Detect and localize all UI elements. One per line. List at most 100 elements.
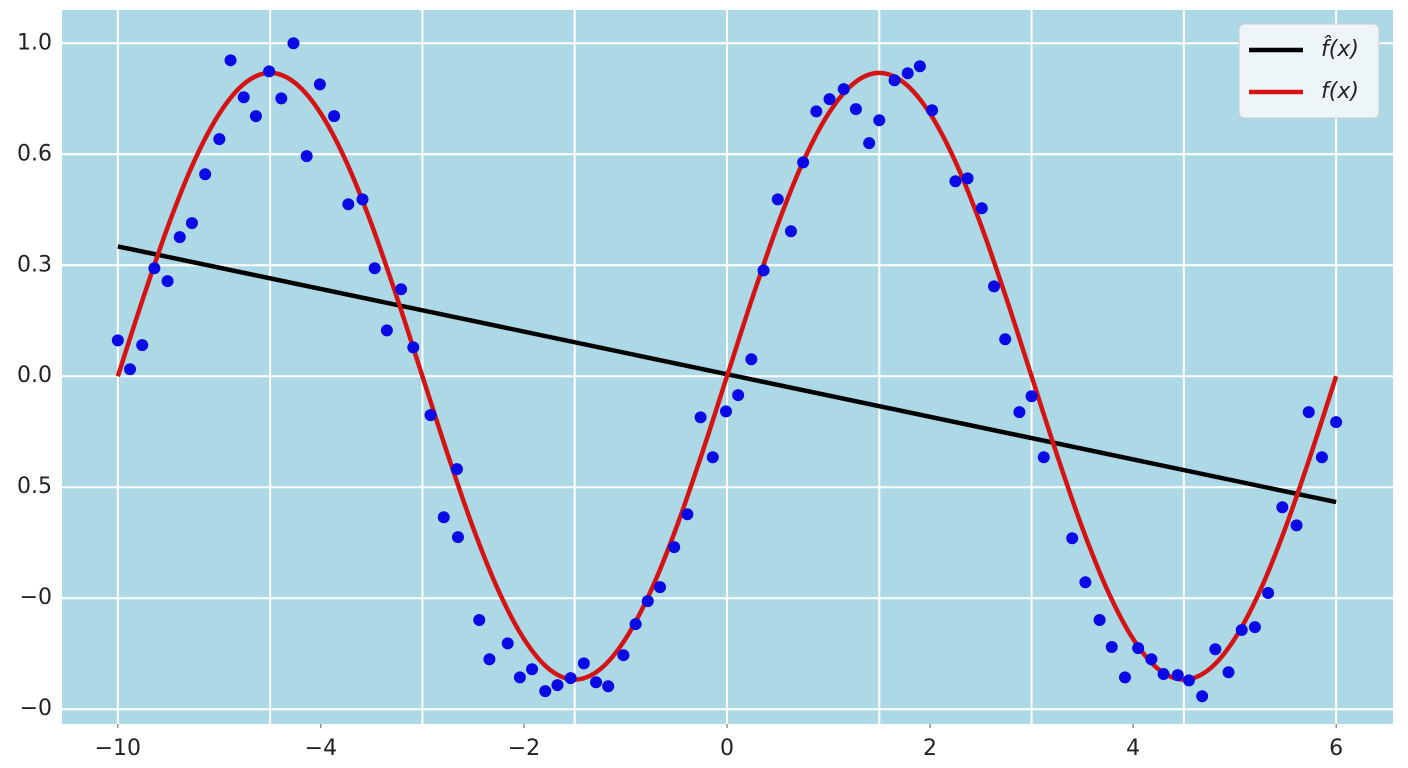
scatter-point xyxy=(275,92,288,105)
scatter-point xyxy=(823,93,836,106)
scatter-point xyxy=(451,531,464,544)
scatter-point xyxy=(1066,532,1079,545)
scatter-point xyxy=(1171,669,1184,682)
scatter-point xyxy=(213,133,226,146)
scatter-point xyxy=(949,175,962,188)
scatter-point xyxy=(551,679,564,692)
scatter-point xyxy=(1157,668,1170,681)
x-tick-label: 2 xyxy=(923,736,937,761)
scatter-point xyxy=(473,614,486,627)
scatter-point xyxy=(263,65,276,78)
scatter-point xyxy=(590,676,603,689)
scatter-point xyxy=(961,172,974,185)
scatter-point xyxy=(249,110,262,123)
scatter-point xyxy=(111,334,124,347)
scatter-point xyxy=(1235,624,1248,637)
scatter-point xyxy=(1248,621,1261,634)
scatter-point xyxy=(407,341,420,354)
scatter-point xyxy=(797,156,810,169)
scatter-point xyxy=(719,405,732,418)
scatter-point xyxy=(124,363,137,376)
legend: f̂(x) f(x) xyxy=(1238,23,1380,119)
scatter-point xyxy=(706,451,719,464)
scatter-point xyxy=(732,389,745,402)
scatter-point xyxy=(810,105,823,118)
scatter-point xyxy=(653,581,666,594)
scatter-point xyxy=(173,231,186,244)
scatter-point xyxy=(513,671,526,684)
scatter-point xyxy=(1182,674,1195,687)
scatter-point xyxy=(617,649,630,662)
scatter-point xyxy=(1105,641,1118,654)
scatter-point xyxy=(901,67,914,80)
scatter-point xyxy=(380,324,393,337)
scatter-point xyxy=(1132,642,1145,655)
scatter-point xyxy=(237,91,250,104)
scatter-point xyxy=(1093,614,1106,627)
x-tick-label: 4 xyxy=(1126,736,1140,761)
scatter-point xyxy=(1209,643,1222,656)
scatter-point xyxy=(483,653,496,666)
scatter-point xyxy=(1315,451,1328,464)
y-tick-label: 0.5 xyxy=(17,474,52,499)
scatter-point xyxy=(161,275,174,288)
scatter-point xyxy=(1276,501,1289,514)
scatter-point xyxy=(300,150,313,163)
scatter-point xyxy=(1222,666,1235,679)
scatter-point xyxy=(1037,451,1050,464)
scatter-point xyxy=(136,339,149,352)
x-tick-label: −2 xyxy=(508,736,540,761)
legend-label: f̂(x) xyxy=(1321,36,1359,62)
x-tick-label: 0 xyxy=(720,736,734,761)
scatter-point xyxy=(913,60,926,73)
scatter-point xyxy=(437,511,450,524)
scatter-point xyxy=(602,680,615,693)
scatter-point xyxy=(681,508,694,521)
scatter-point xyxy=(849,103,862,116)
scatter-point xyxy=(745,353,758,366)
scatter-point xyxy=(1262,587,1275,600)
scatter-point xyxy=(694,411,707,424)
legend-label: f(x) xyxy=(1321,79,1359,104)
x-tick-label: −10 xyxy=(95,736,141,761)
scatter-point xyxy=(1118,671,1131,684)
line xyxy=(115,70,1339,682)
scatter-point xyxy=(668,541,681,554)
scatter-point xyxy=(328,110,341,123)
scatter-point xyxy=(926,104,939,117)
scatter-point xyxy=(539,685,552,698)
y-tick-label: 0.3 xyxy=(17,252,52,277)
scatter-point xyxy=(988,280,1001,293)
scatter-point xyxy=(148,262,161,275)
scatter-point xyxy=(873,114,886,127)
scatter-point xyxy=(999,333,1012,346)
y-tick-label: 1.0 xyxy=(17,30,52,55)
y-tick-label: 0.6 xyxy=(17,141,52,166)
x-tick-label: −4 xyxy=(305,736,337,761)
scatter-point xyxy=(1330,416,1343,429)
scatter-point xyxy=(224,54,237,67)
scatter-point xyxy=(424,409,437,422)
scatter-point xyxy=(287,37,300,50)
scatter-point xyxy=(641,595,654,608)
scatter-point xyxy=(526,663,539,676)
y-tick-label: 0.0 xyxy=(17,363,52,388)
scatter-point xyxy=(342,198,355,211)
scatter-point xyxy=(1013,406,1026,419)
scatter-point xyxy=(1025,390,1038,403)
scatter-point xyxy=(1302,406,1315,419)
scatter-point xyxy=(577,657,590,670)
scatter-point xyxy=(863,137,876,150)
scatter-point xyxy=(313,78,326,91)
x-tick-label: 6 xyxy=(1329,736,1343,761)
scatter-point xyxy=(784,225,797,238)
scatter-point xyxy=(975,202,988,215)
scatter-point xyxy=(757,264,770,277)
scatter-point xyxy=(837,83,850,96)
scatter-point xyxy=(356,193,369,206)
scatter-point xyxy=(1290,519,1303,532)
legend-box xyxy=(1238,23,1380,119)
y-tick-label: −0 xyxy=(20,585,52,610)
scatter-point xyxy=(1079,576,1092,589)
